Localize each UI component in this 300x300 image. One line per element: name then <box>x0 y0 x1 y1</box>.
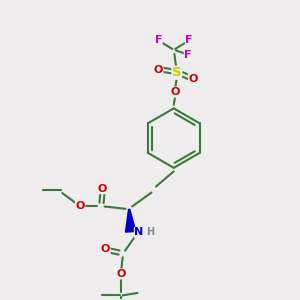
Text: O: O <box>116 269 126 279</box>
Text: F: F <box>154 35 162 45</box>
Text: N: N <box>134 227 144 237</box>
Text: O: O <box>98 184 107 194</box>
Text: F: F <box>185 35 193 45</box>
Text: O: O <box>76 202 85 212</box>
Text: F: F <box>184 50 192 60</box>
Text: O: O <box>188 74 198 84</box>
Text: O: O <box>154 65 163 75</box>
Text: S: S <box>172 66 182 79</box>
Text: O: O <box>171 87 180 97</box>
Polygon shape <box>125 209 136 232</box>
Text: H: H <box>146 227 154 237</box>
Text: O: O <box>101 244 110 254</box>
